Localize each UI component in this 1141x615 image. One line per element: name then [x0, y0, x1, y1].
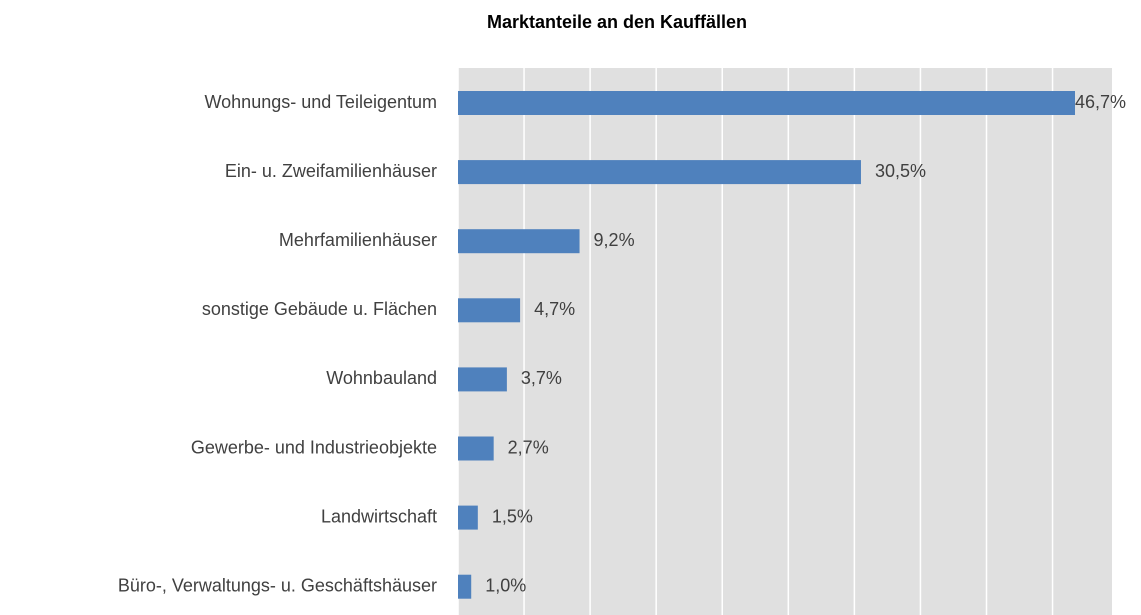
chart-title: Marktanteile an den Kauffällen	[487, 12, 747, 32]
bar	[458, 574, 472, 599]
y-tick-label: Ein- u. Zweifamilienhäuser	[225, 161, 437, 181]
bar	[458, 229, 580, 254]
plot-area	[458, 68, 1112, 615]
y-tick-label: Mehrfamilienhäuser	[279, 230, 437, 250]
data-label: 4,7%	[534, 299, 575, 319]
y-tick-label: Wohnungs- und Teileigentum	[205, 92, 438, 112]
data-label: 3,7%	[521, 368, 562, 388]
data-label: 2,7%	[508, 437, 549, 457]
data-label: 1,0%	[485, 575, 526, 595]
bar	[458, 91, 1076, 115]
y-tick-label: Büro-, Verwaltungs- u. Geschäftshäuser	[118, 575, 437, 595]
data-label: 30,5%	[875, 161, 926, 181]
data-label: 46,7%	[1075, 92, 1126, 112]
y-tick-label: Wohnbauland	[326, 368, 437, 388]
bar	[458, 436, 494, 461]
data-label: 1,5%	[492, 506, 533, 526]
data-label: 9,2%	[594, 230, 635, 250]
y-tick-label: Landwirtschaft	[321, 506, 437, 526]
bar	[458, 505, 478, 530]
y-tick-label: sonstige Gebäude u. Flächen	[202, 299, 437, 319]
bar	[458, 367, 507, 392]
y-tick-label: Gewerbe- und Industrieobjekte	[191, 437, 437, 457]
bar	[458, 298, 521, 323]
bar	[458, 160, 861, 185]
